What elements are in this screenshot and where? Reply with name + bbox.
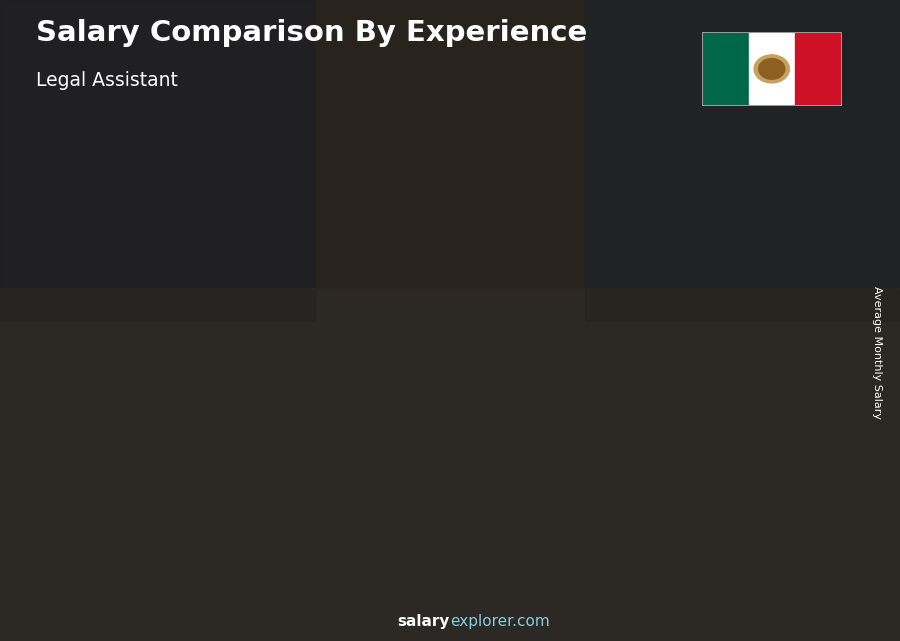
Polygon shape bbox=[703, 316, 770, 564]
Bar bbox=[749, 32, 795, 106]
Text: Average Monthly Salary: Average Monthly Salary bbox=[872, 286, 883, 419]
Text: explorer.com: explorer.com bbox=[450, 615, 550, 629]
Text: 21,900 MXN: 21,900 MXN bbox=[465, 369, 546, 382]
Polygon shape bbox=[575, 335, 580, 564]
Bar bbox=[702, 32, 749, 106]
Polygon shape bbox=[575, 335, 642, 564]
Polygon shape bbox=[192, 438, 197, 564]
Polygon shape bbox=[64, 468, 130, 564]
Circle shape bbox=[759, 58, 785, 79]
Circle shape bbox=[754, 55, 789, 83]
Text: +9%: +9% bbox=[530, 259, 576, 277]
Polygon shape bbox=[770, 313, 786, 564]
Polygon shape bbox=[64, 468, 69, 564]
Polygon shape bbox=[320, 388, 386, 564]
Text: 18,200 MXN: 18,200 MXN bbox=[334, 404, 414, 417]
Polygon shape bbox=[258, 435, 274, 564]
Polygon shape bbox=[575, 331, 658, 335]
Bar bbox=[795, 32, 842, 106]
Polygon shape bbox=[703, 313, 786, 316]
Text: 23,800 MXN: 23,800 MXN bbox=[585, 351, 666, 364]
Polygon shape bbox=[447, 353, 514, 564]
Text: +40%: +40% bbox=[269, 328, 327, 346]
Polygon shape bbox=[514, 349, 530, 564]
Bar bbox=[315, 0, 585, 288]
Polygon shape bbox=[386, 385, 402, 564]
Bar bbox=[585, 0, 900, 320]
Polygon shape bbox=[192, 435, 274, 438]
Polygon shape bbox=[447, 349, 530, 353]
Text: Salary Comparison By Experience: Salary Comparison By Experience bbox=[36, 19, 587, 47]
Polygon shape bbox=[64, 465, 147, 468]
Polygon shape bbox=[130, 465, 147, 564]
Text: +31%: +31% bbox=[141, 386, 199, 404]
Polygon shape bbox=[320, 388, 325, 564]
Text: 25,700 MXN: 25,700 MXN bbox=[755, 333, 836, 346]
Text: +20%: +20% bbox=[396, 285, 454, 303]
Text: 13,000 MXN: 13,000 MXN bbox=[219, 453, 300, 465]
Bar bbox=[0, 288, 900, 641]
Bar bbox=[0, 0, 315, 320]
Polygon shape bbox=[703, 316, 708, 564]
Polygon shape bbox=[642, 331, 658, 564]
Text: Legal Assistant: Legal Assistant bbox=[36, 71, 178, 90]
Polygon shape bbox=[192, 438, 258, 564]
Text: salary: salary bbox=[398, 615, 450, 629]
Text: +8%: +8% bbox=[658, 233, 704, 251]
Polygon shape bbox=[320, 385, 402, 388]
Text: 9,970 MXN: 9,970 MXN bbox=[61, 479, 134, 493]
Polygon shape bbox=[447, 353, 453, 564]
